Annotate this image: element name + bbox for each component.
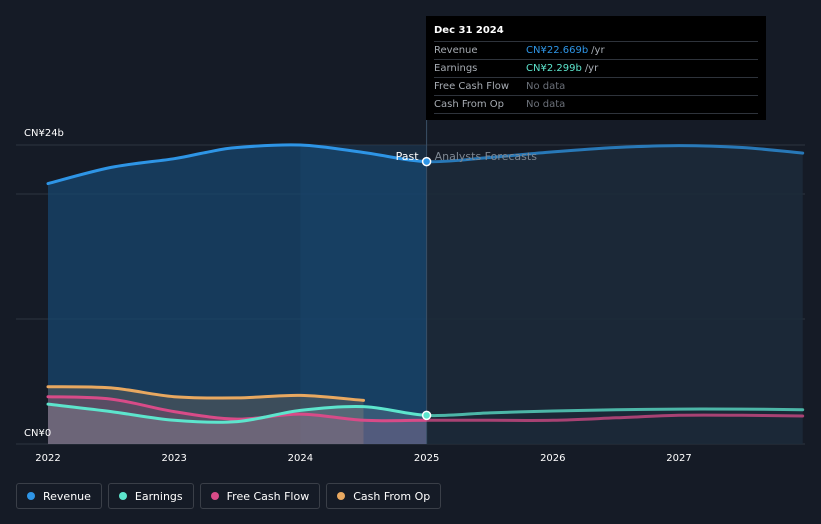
legend-item-cash-from-op[interactable]: Cash From Op (326, 483, 442, 509)
x-tick-label: 2025 (414, 453, 439, 464)
tooltip-label: Revenue (434, 45, 478, 56)
legend-item-free-cash-flow[interactable]: Free Cash Flow (199, 483, 321, 509)
tooltip-value: No data (526, 99, 566, 110)
free-cash-flow-line-forecast (426, 413, 805, 422)
revenue-area-forecast (426, 145, 803, 444)
earnings-dot-icon (118, 492, 127, 500)
x-tick-label: 2024 (288, 453, 313, 464)
free-cash-flow-dot-icon (210, 492, 219, 500)
revenue-line-forecast (426, 144, 805, 164)
tooltip-row-cash-from-op: Cash From Op No data (434, 96, 758, 114)
x-tick-label: 2023 (161, 453, 186, 464)
forecast-label: Analysts Forecasts (435, 150, 538, 163)
legend-item-revenue[interactable]: Revenue (16, 483, 102, 509)
revenue-area-past (48, 144, 427, 444)
past-label: Past (396, 150, 420, 163)
earnings-marker (421, 410, 432, 421)
cash-from-op-line-past (46, 385, 365, 402)
cash-from-op-dot-icon (337, 492, 346, 500)
tooltip-date: Dec 31 2024 (434, 24, 758, 42)
tooltip-value: CN¥2.299b (526, 63, 582, 74)
revenue-dot-icon (27, 492, 35, 500)
tooltip-unit: /yr (591, 45, 605, 56)
tooltip-value: CN¥22.669b (526, 45, 589, 56)
legend-label: Earnings (134, 489, 183, 503)
earnings-line-forecast (426, 407, 805, 418)
y-tick-label-zero: CN¥0 (24, 428, 51, 439)
tooltip-label: Free Cash Flow (434, 81, 510, 92)
financial-chart: CN¥24b CN¥0 2022 2023 2024 2025 2026 2027 Past An… (16, 16, 805, 464)
tooltip-unit: /yr (584, 63, 599, 74)
tooltip-panel: Dec 31 2024 Revenue CN¥22.669b /yr Earni… (426, 16, 766, 120)
tooltip-row-free-cash-flow: Free Cash Flow No data (434, 78, 758, 96)
tooltip-row-revenue: Revenue CN¥22.669b /yr (434, 42, 758, 60)
x-tick-label: 2026 (540, 453, 565, 464)
free-cash-flow-line-past (46, 395, 427, 423)
revenue-line-past (46, 143, 427, 186)
x-tick-label: 2027 (666, 453, 691, 464)
tooltip-label: Earnings (434, 63, 478, 74)
legend-label: Free Cash Flow (226, 489, 310, 503)
tooltip-value: No data (526, 81, 566, 92)
legend-label: Revenue (43, 489, 91, 503)
legend-label: Cash From Op (353, 489, 431, 503)
x-tick-label: 2022 (35, 453, 60, 464)
earnings-area (48, 404, 427, 444)
chart-legend: Revenue Earnings Free Cash Flow Cash Fro… (16, 483, 442, 509)
y-tick-label-top: CN¥24b (24, 128, 64, 139)
tooltip-row-earnings: Earnings CN¥2.299b /yr (434, 60, 758, 78)
revenue-marker (421, 156, 432, 167)
tooltip-label: Cash From Op (434, 99, 505, 110)
legend-item-earnings[interactable]: Earnings (107, 483, 194, 509)
